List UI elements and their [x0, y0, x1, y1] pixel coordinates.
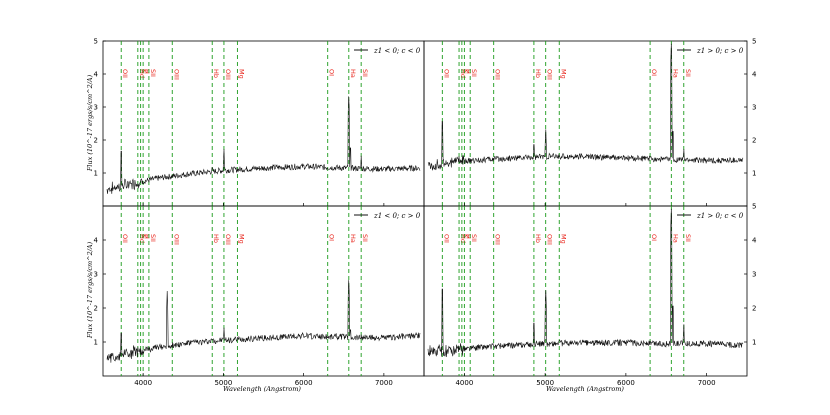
- x-axis-label-right: Wavelength (Angstrom): [546, 385, 624, 393]
- spectral-line-label: Hb: [212, 69, 220, 78]
- spectral-line-label: H: [464, 234, 472, 239]
- spectral-line-label: Hd: [459, 69, 467, 78]
- y-tick-label: 4: [752, 71, 757, 79]
- y-tick-label: 3: [752, 271, 756, 279]
- panel-frame: [423, 205, 748, 377]
- x-tick-label: 4000: [455, 379, 473, 387]
- y-tick-label: 1: [94, 339, 98, 347]
- legend-label: z1 < 0; c < 0: [373, 47, 421, 55]
- spectral-line-label: Ha: [671, 234, 679, 243]
- spectral-line-label: Mg: [559, 234, 567, 244]
- spectral-line-label: Mg: [559, 69, 567, 79]
- spectral-line-label: SII: [470, 234, 478, 242]
- spectral-line-label: OIII: [494, 69, 502, 80]
- spectral-line-label: OIII: [224, 69, 232, 80]
- x-axis-label-left: Wavelength (Angstrom): [223, 385, 301, 393]
- x-tick-label: 5000: [214, 379, 232, 387]
- y-tick-label: 4: [94, 71, 99, 79]
- legend-label: z1 > 0; c < 0: [696, 212, 744, 220]
- y-axis-label-bottom: Flux (10^-17 ergs/s/cm^2/A): [86, 241, 94, 339]
- spectral-line-label: OIII: [224, 234, 232, 245]
- spectral-line-label: Ha: [349, 234, 357, 243]
- spectral-line-label: OII: [121, 69, 129, 78]
- spectral-line-label: K: [141, 234, 149, 239]
- spectral-line-label: SII: [149, 69, 157, 77]
- spectral-line-label: OIII: [546, 234, 554, 245]
- spectral-line-label: OIII: [546, 69, 554, 80]
- spectral-line-label: K: [141, 69, 149, 74]
- y-tick-label: 3: [94, 271, 98, 279]
- spectral-line-label: OII: [442, 234, 450, 243]
- spectrum-trace: [106, 96, 421, 194]
- spectral-line-label: H: [464, 69, 472, 74]
- spectral-line-label: Hb: [534, 69, 542, 78]
- y-tick-label: 2: [94, 305, 98, 313]
- x-tick-label: 7000: [375, 379, 393, 387]
- legend-label: z1 < 0; c > 0: [373, 212, 421, 220]
- spectral-line-label: OII: [442, 69, 450, 78]
- spectral-line-label: K: [462, 69, 470, 74]
- x-tick-label: 6000: [617, 379, 635, 387]
- spectral-line-label: Hd: [138, 234, 146, 243]
- y-tick-label: 4: [94, 237, 99, 245]
- y-tick-label: 2: [94, 137, 98, 145]
- spectral-line-label: SII: [361, 69, 369, 77]
- spectral-line-label: OIII: [172, 234, 180, 245]
- spectral-line-label: OI: [650, 69, 658, 76]
- spectrum-trace: [427, 208, 744, 358]
- x-tick-label: 7000: [698, 379, 716, 387]
- spectrum-trace: [106, 280, 421, 363]
- spectral-line-label: K: [462, 234, 470, 239]
- y-tick-label: 5: [94, 38, 98, 46]
- panel-frame: [423, 40, 748, 207]
- spectrum-trace: [427, 43, 744, 171]
- spectral-line-label: Hd: [459, 234, 467, 243]
- spectral-line-label: OI: [650, 234, 658, 241]
- x-tick-label: 6000: [295, 379, 313, 387]
- y-tick-label: 3: [94, 104, 98, 112]
- spectral-line-label: Hd: [138, 69, 146, 78]
- x-tick-label: 5000: [536, 379, 554, 387]
- spectral-line-label: SII: [684, 69, 692, 77]
- spectral-line-label: Hb: [212, 234, 220, 243]
- spectral-line-label: SII: [684, 234, 692, 242]
- y-tick-label: 1: [94, 170, 98, 178]
- y-axis-label-top: Flux (10^-17 ergs/s/cm^2/A): [86, 74, 94, 172]
- spectral-line-label: OI: [328, 69, 336, 76]
- y-tick-label: 2: [752, 305, 756, 313]
- spectral-line-label: SII: [470, 69, 478, 77]
- y-tick-label: 5: [752, 38, 756, 46]
- spectral-line-label: Ha: [671, 69, 679, 78]
- y-tick-label: 2: [752, 137, 756, 145]
- spectral-line-label: H: [143, 234, 151, 239]
- spectral-line-label: Ha: [349, 69, 357, 78]
- spectral-line-label: OII: [121, 234, 129, 243]
- panel-frame: [102, 40, 425, 207]
- spectral-line-label: Hb: [534, 234, 542, 243]
- y-tick-label: 4: [752, 237, 757, 245]
- spectral-line-label: H: [143, 69, 151, 74]
- y-tick-label: 3: [752, 104, 756, 112]
- spectral-line-label: Mg: [237, 69, 245, 79]
- spectral-line-label: SII: [361, 234, 369, 242]
- spectral-line-label: OI: [328, 234, 336, 241]
- spectral-line-label: OIII: [494, 234, 502, 245]
- y-tick-label: 1: [752, 170, 756, 178]
- x-tick-label: 4000: [134, 379, 152, 387]
- spectral-line-label: SII: [149, 234, 157, 242]
- spectral-line-label: Mg: [237, 234, 245, 244]
- y-tick-label: 1: [752, 339, 756, 347]
- legend-label: z1 > 0; c > 0: [696, 47, 744, 55]
- spectral-line-label: OIII: [172, 69, 180, 80]
- y-tick-label: 5: [752, 203, 756, 211]
